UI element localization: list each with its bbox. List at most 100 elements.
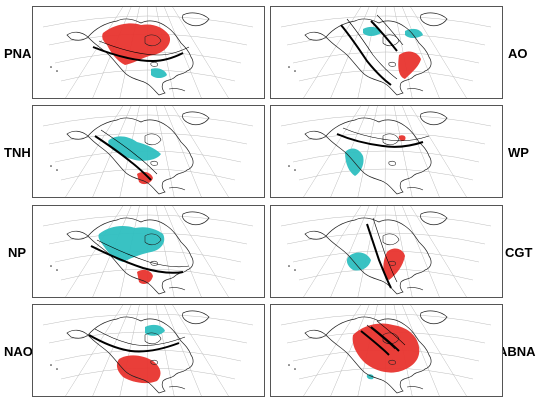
- island-dot: [294, 269, 296, 271]
- map-panel-ao: [270, 6, 503, 99]
- hudson-bay-outline: [382, 233, 400, 246]
- longitude-line: [65, 106, 124, 197]
- island-dot: [50, 265, 52, 267]
- negative-anomaly-region: [151, 68, 167, 78]
- island-dot: [288, 364, 290, 366]
- north-america-outline: [325, 316, 432, 394]
- island-dot: [288, 66, 290, 68]
- negative-anomaly-region: [98, 226, 165, 262]
- latitude-line: [42, 15, 254, 28]
- alaska-outline: [66, 329, 89, 339]
- latitude-line: [286, 232, 486, 245]
- map-tnh: [42, 106, 254, 197]
- latitude-line: [60, 69, 236, 82]
- zero-contour-line: [88, 334, 180, 353]
- hudson-bay-outline: [144, 233, 162, 246]
- longitude-line: [303, 206, 362, 297]
- map-panel-tnh: [32, 105, 265, 198]
- great-lakes-outline: [150, 160, 158, 166]
- contour-line: [98, 40, 190, 56]
- longitude-line: [330, 7, 370, 98]
- longitude-line: [357, 206, 378, 297]
- zero-contour-line: [336, 133, 424, 148]
- longitude-line: [164, 206, 202, 297]
- positive-anomaly-region: [137, 269, 153, 284]
- north-america-outline: [325, 18, 432, 96]
- latitude-line: [286, 132, 486, 145]
- latitude-line: [42, 114, 254, 127]
- longitude-line: [402, 305, 440, 396]
- latitude-line: [280, 313, 492, 326]
- map-cgt: [280, 206, 492, 297]
- longitude-line: [303, 106, 362, 197]
- longitude-line: [172, 106, 229, 197]
- contour-line: [96, 239, 190, 268]
- map-np: [42, 206, 254, 297]
- island-dot: [294, 169, 296, 171]
- positive-anomaly-region: [398, 135, 406, 141]
- latitude-line: [280, 15, 492, 28]
- panel-label-np: NP: [8, 245, 27, 260]
- positive-anomaly-region: [398, 51, 421, 79]
- longitude-line: [357, 106, 378, 197]
- panel-label-tnh: TNH: [4, 145, 31, 160]
- positive-anomaly-region: [137, 171, 153, 185]
- north-america-outline: [87, 18, 194, 96]
- great-lakes-outline: [150, 260, 158, 266]
- longitude-line: [92, 305, 132, 396]
- longitude-line: [410, 305, 467, 396]
- zero-contour-line: [92, 46, 184, 63]
- island-dot: [56, 368, 58, 370]
- longitude-line: [172, 7, 229, 98]
- panel-label-ao: AO: [508, 46, 528, 61]
- contour-line: [366, 324, 396, 350]
- longitude-line: [410, 106, 467, 197]
- caribbean-outline: [168, 187, 186, 191]
- longitude-line: [303, 305, 362, 396]
- great-lakes-outline: [150, 359, 158, 365]
- alaska-outline: [66, 130, 89, 140]
- north-america-outline: [87, 316, 194, 394]
- map-wp: [280, 106, 492, 197]
- positive-anomaly-region: [352, 323, 420, 373]
- latitude-line: [42, 214, 254, 227]
- longitude-line: [172, 206, 229, 297]
- latitude-line: [292, 51, 480, 64]
- island-dot: [288, 165, 290, 167]
- island-dot: [50, 66, 52, 68]
- alaska-outline: [304, 31, 327, 41]
- panel-label-cgt: CGT: [505, 245, 533, 260]
- zero-contour-line: [90, 245, 184, 274]
- hudson-bay-outline: [382, 133, 400, 146]
- contour-line: [376, 14, 404, 46]
- north-america-outline: [325, 117, 432, 195]
- latitude-line: [42, 313, 254, 326]
- map-panel-pna: [32, 6, 265, 99]
- caribbean-outline: [168, 88, 186, 92]
- contour-line: [94, 328, 186, 346]
- map-panel-nao: [32, 304, 265, 397]
- island-dot: [56, 269, 58, 271]
- longitude-line: [330, 206, 370, 297]
- caribbean-outline: [168, 386, 186, 390]
- alaska-outline: [66, 230, 89, 240]
- great-lakes-outline: [388, 160, 396, 166]
- island-dot: [288, 265, 290, 267]
- map-ao: [280, 7, 492, 98]
- map-abna: [280, 305, 492, 396]
- alaska-outline: [304, 230, 327, 240]
- greenland-outline: [420, 211, 448, 226]
- longitude-line: [402, 206, 440, 297]
- caribbean-outline: [406, 287, 424, 291]
- zero-contour-line: [366, 223, 392, 289]
- longitude-line: [164, 7, 202, 98]
- latitude-line: [280, 214, 492, 227]
- great-lakes-outline: [150, 61, 158, 67]
- positive-anomaly-region: [116, 355, 161, 384]
- longitude-line: [303, 7, 362, 98]
- latitude-line: [292, 250, 480, 263]
- negative-anomaly-region: [366, 374, 374, 380]
- latitude-line: [298, 69, 474, 82]
- map-pna: [42, 7, 254, 98]
- island-dot: [294, 368, 296, 370]
